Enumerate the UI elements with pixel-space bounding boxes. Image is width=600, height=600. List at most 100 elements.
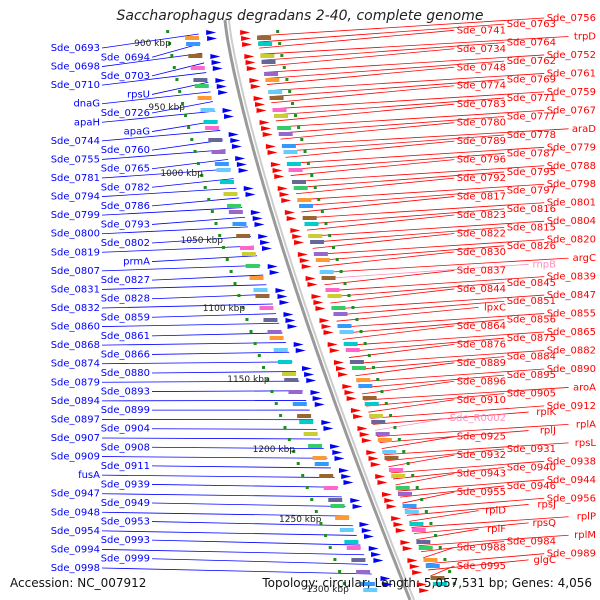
forward-gene-arrow [284, 210, 295, 215]
right-gene-label: Sde_0845 [507, 278, 556, 289]
cog-tile-reverse [200, 108, 215, 112]
tick-mark [384, 402, 388, 405]
cog-tile-forward [319, 270, 334, 274]
forward-gene-arrow [242, 42, 253, 47]
tick-mark [282, 66, 286, 69]
cog-tile-forward [310, 240, 325, 244]
tick-mark [351, 306, 355, 309]
kbp-label: 1250 kbp [279, 515, 322, 525]
right-leader-line [305, 208, 505, 225]
forward-gene-arrow [250, 84, 261, 89]
left-gene-label: Sde_0698 [51, 62, 100, 73]
tick-mark [420, 498, 424, 501]
right-leader-line [393, 467, 505, 480]
right-gene-label: Sde_0797 [507, 185, 556, 196]
right-gene-label: Sde_0955 [457, 487, 506, 498]
left-leader-line [101, 474, 335, 478]
left-gene-label: Sde_0893 [101, 387, 150, 398]
right-gene-label: Sde_0817 [457, 192, 506, 203]
right-gene-label: Sde_0759 [547, 87, 596, 98]
tick-mark [411, 474, 415, 477]
left-leader-line [101, 226, 249, 235]
left-leader-line [151, 101, 213, 114]
reverse-gene-arrow [364, 534, 375, 539]
right-leader-line [262, 48, 455, 67]
forward-gene-arrow [346, 396, 357, 401]
left-gene-label: Sde_0860 [51, 322, 100, 333]
tick-mark [359, 330, 363, 333]
tick-mark [333, 558, 337, 561]
right-leader-line [413, 522, 529, 534]
right-gene-label: Sde_0946 [507, 481, 556, 492]
cog-tile-forward [382, 450, 397, 454]
tick-mark [406, 462, 410, 465]
cog-tile-reverse [277, 360, 292, 364]
cog-tile-reverse [208, 138, 223, 142]
right-leader-line [390, 460, 545, 474]
right-gene-label: Sde_0890 [547, 364, 596, 375]
right-leader-line [280, 122, 455, 140]
tick-mark [448, 570, 452, 573]
left-leader-line [151, 446, 324, 450]
tick-mark [200, 174, 204, 177]
forward-gene-arrow [272, 168, 283, 173]
cog-tile-forward [272, 108, 287, 112]
forward-gene-arrow [267, 150, 278, 155]
forward-gene-arrow [270, 162, 281, 167]
right-leader-line [257, 17, 545, 37]
left-gene-label: Sde_0755 [51, 154, 100, 165]
right-gene-label: Sde_0762 [507, 56, 556, 67]
left-leader-line [151, 158, 229, 170]
cog-tile-reverse [330, 504, 345, 508]
reverse-gene-arrow [210, 54, 221, 59]
right-gene-label: Sde_0940 [507, 462, 556, 473]
forward-gene-arrow [286, 216, 297, 221]
cog-tile-forward [283, 150, 298, 154]
kbp-label: 950 kbp [148, 103, 185, 113]
left-leader-line [151, 539, 361, 546]
cog-tile-forward [304, 222, 319, 226]
tick-mark [178, 90, 182, 93]
right-gene-label: Sde_0823 [457, 210, 506, 221]
left-leader-line [151, 62, 205, 77]
cog-tile-reverse [312, 456, 327, 460]
tick-mark [210, 210, 214, 213]
reverse-gene-arrow [250, 210, 261, 215]
right-gene-label: Sde_0771 [507, 93, 556, 104]
right-gene-label: Sde_0984 [507, 536, 556, 547]
left-leader-line [151, 216, 246, 225]
right-leader-line [312, 233, 455, 249]
left-gene-label: Sde_0726 [101, 108, 150, 119]
kbp-label: 1000 kbp [160, 169, 203, 179]
cog-tile-reverse [314, 462, 329, 466]
reverse-gene-arrow [212, 66, 223, 71]
forward-gene-arrow [294, 240, 305, 245]
cog-tile-forward [277, 126, 292, 130]
tick-mark [270, 390, 274, 393]
right-leader-line [260, 36, 569, 55]
left-gene-label: Sde_0994 [51, 544, 100, 555]
right-leader-line [388, 454, 455, 468]
reverse-gene-arrow [258, 234, 269, 239]
right-leader-line [264, 54, 545, 73]
right-gene-label: Sde_0995 [457, 561, 506, 572]
reverse-gene-arrow [368, 546, 379, 551]
left-gene-label: Sde_0765 [101, 164, 150, 175]
cog-tile-forward [391, 474, 406, 478]
kbp-label: 1200 kbp [253, 445, 296, 455]
cog-tile-reverse [239, 246, 254, 250]
cog-tile-reverse [190, 66, 205, 70]
right-gene-label: Sde_0889 [457, 358, 506, 369]
reverse-gene-arrow [231, 144, 242, 149]
cog-tile-forward [321, 276, 336, 280]
cog-tile-forward [375, 432, 390, 436]
cog-tile-reverse [282, 372, 297, 376]
left-gene-label: Sde_0861 [101, 331, 150, 342]
tick-mark [187, 126, 191, 129]
tick-mark [207, 198, 211, 201]
left-leader-line [151, 313, 277, 318]
left-leader-line [101, 322, 280, 327]
cog-tile-reverse [227, 204, 242, 208]
left-gene-label: Sde_0793 [101, 219, 150, 230]
left-gene-label: dnaG [73, 99, 100, 110]
